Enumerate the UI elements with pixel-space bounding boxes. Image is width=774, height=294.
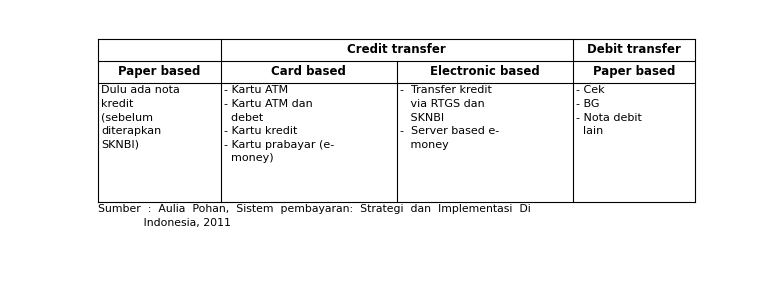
Text: - Kartu ATM
- Kartu ATM dan
  debet
- Kartu kredit
- Kartu prabayar (e-
  money): - Kartu ATM - Kartu ATM dan debet - Kart… xyxy=(224,85,334,163)
Text: - Cek
- BG
- Nota debit
  lain: - Cek - BG - Nota debit lain xyxy=(576,85,642,136)
Text: Card based: Card based xyxy=(271,65,346,78)
Text: Debit transfer: Debit transfer xyxy=(587,43,681,56)
Text: Sumber  :  Aulia  Pohan,  Sistem  pembayaran:  Strategi  dan  Implementasi  Di
 : Sumber : Aulia Pohan, Sistem pembayaran:… xyxy=(98,204,531,228)
Text: Credit transfer: Credit transfer xyxy=(348,43,446,56)
Text: -  Transfer kredit
   via RTGS dan
   SKNBI
-  Server based e-
   money: - Transfer kredit via RTGS dan SKNBI - S… xyxy=(399,85,499,150)
Text: Paper based: Paper based xyxy=(118,65,200,78)
Text: Electronic based: Electronic based xyxy=(430,65,539,78)
Text: Paper based: Paper based xyxy=(593,65,675,78)
Text: Dulu ada nota
kredit
(sebelum
diterapkan
SKNBI): Dulu ada nota kredit (sebelum diterapkan… xyxy=(101,85,180,150)
